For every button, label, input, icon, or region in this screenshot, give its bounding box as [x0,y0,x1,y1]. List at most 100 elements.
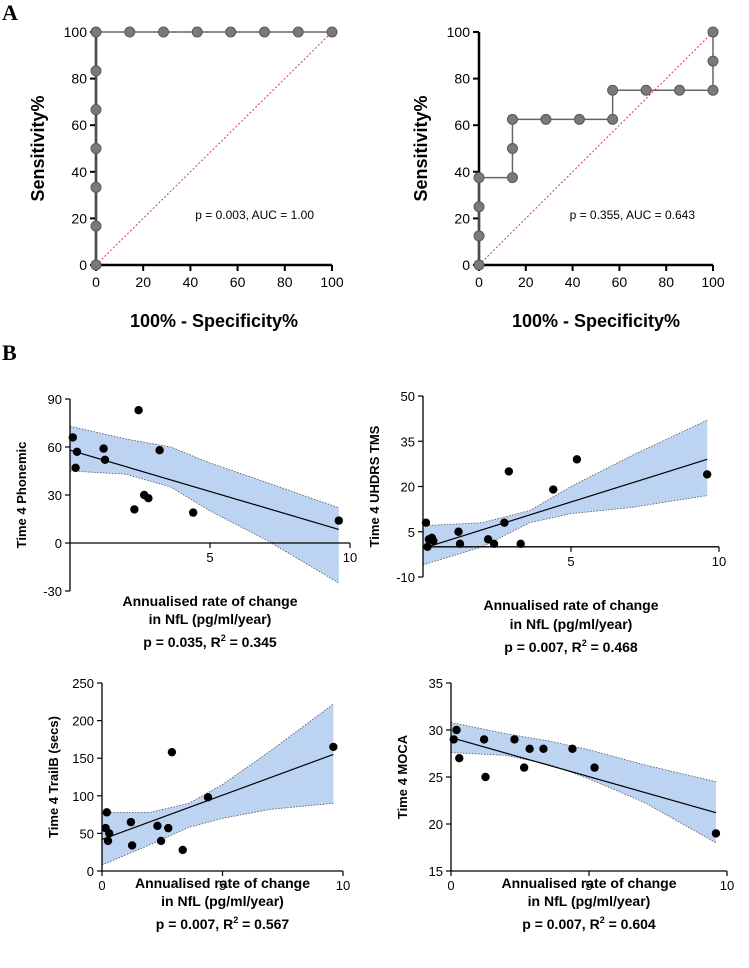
data-point [329,742,338,752]
data-point [489,539,499,549]
x-tick-label: 0 [447,878,454,893]
data-point [99,444,108,453]
x-axis-title-line1: Annualised rate of change [483,597,658,613]
data-point [155,446,164,455]
reference-diagonal [478,31,714,266]
y-tick-label: 40 [71,164,87,180]
y-axis-title: Sensitivity% [28,95,48,201]
x-axis-title-line1: Annualised rate of change [122,593,297,609]
y-axis-title: Time 4 TrailB (secs) [46,716,61,838]
y-tick-label: 20 [454,210,470,226]
x-axis-title-line1: Annualised rate of change [501,875,676,891]
x-tick-label: 40 [565,274,581,290]
panel-label-a: A [2,0,18,25]
data-point [481,772,490,782]
y-tick-label: 100 [72,789,94,804]
roc-point [707,26,719,38]
roc-point [540,113,552,125]
data-point [156,836,166,846]
stats-text: p = 0.007, R [156,916,233,932]
x-tick-label: 0 [92,274,100,290]
data-point [452,725,461,735]
stats-text: p = 0.035, R [143,634,220,650]
y-tick-label: 0 [87,864,94,879]
data-point [423,542,432,552]
roc-point [90,259,102,271]
data-point [164,823,173,833]
roc-point [707,55,719,67]
roc-point [157,26,169,38]
data-point [72,447,82,456]
x-tick-label: 80 [277,274,293,290]
data-point [134,406,143,415]
band-upper-edge [422,419,708,527]
x-axis-title: 100% - Specificity% [130,311,298,331]
x-tick-label: 100 [701,274,725,290]
roc-point [674,84,686,96]
roc-point [90,65,102,77]
x-tick-label: 5 [567,554,574,569]
data-point [105,829,114,838]
scatter-phonemic: -30 0 30 60 90 5 10 Time 4 Phonemic Annualised r… [14,392,357,650]
y-tick-label: 30 [429,723,443,738]
y-tick-label: 40 [454,164,470,180]
y-tick-label: 60 [48,440,62,455]
data-point [568,744,577,753]
data-point [421,518,431,527]
x-tick-label: 60 [612,274,628,290]
data-point [525,744,534,753]
stats-exponent: 2 [582,638,587,648]
confidence-band [70,426,339,583]
y-tick-label: 35 [429,676,443,691]
stats-value: = 0.345 [226,634,277,650]
data-point [519,763,529,772]
roc-point [707,84,719,96]
data-point [500,518,509,527]
roc-point [506,143,518,154]
stats-value: = 0.567 [238,916,289,932]
band-upper-edge [102,703,334,813]
roc-point [607,84,619,96]
x-tick-label: 0 [475,274,483,290]
y-tick-label: 0 [79,257,87,273]
y-tick-label: 250 [72,676,94,691]
roc-point [90,220,102,232]
y-tick-label: 80 [454,71,470,87]
y-tick-label: -10 [396,570,415,585]
roc-point [191,26,203,38]
x-tick-label: 5 [585,878,592,893]
y-tick-label: -30 [43,584,62,599]
data-point [167,747,177,757]
data-point [510,735,519,744]
roc-point [473,201,485,213]
roc-point [573,113,585,125]
reference-diagonal [95,31,333,266]
y-tick-label: 30 [48,488,62,503]
roc-point [473,259,485,271]
y-tick-label: 0 [462,257,470,273]
data-point [100,455,110,464]
y-axis-title: Sensitivity% [411,95,431,201]
data-point [203,793,213,802]
data-point [144,494,153,503]
data-point [68,433,78,442]
regression-line [69,449,339,530]
y-tick-label: 35 [401,434,415,449]
x-axis-title-line2: in NfL (pg/ml/year) [528,893,651,909]
band-lower-edge [69,470,340,584]
roc-point [326,26,338,38]
data-point [479,735,489,744]
x-tick-label: 0 [98,878,105,893]
panel-label-b: B [2,340,17,365]
scatter-uhdrs-tms: -10 5 20 35 50 5 10 Time 4 UHDRS TMS Annualised … [367,389,726,655]
stats-text: p = 0.007, R [522,916,599,932]
data-point [711,829,721,838]
y-tick-label: 20 [71,210,87,226]
confidence-band [451,722,716,843]
data-point [71,463,80,472]
x-tick-label: 10 [343,550,357,565]
y-axis-title: Time 4 MOCA [395,734,410,819]
x-axis-title: 100% - Specificity% [512,311,680,331]
roc-point [225,26,237,38]
